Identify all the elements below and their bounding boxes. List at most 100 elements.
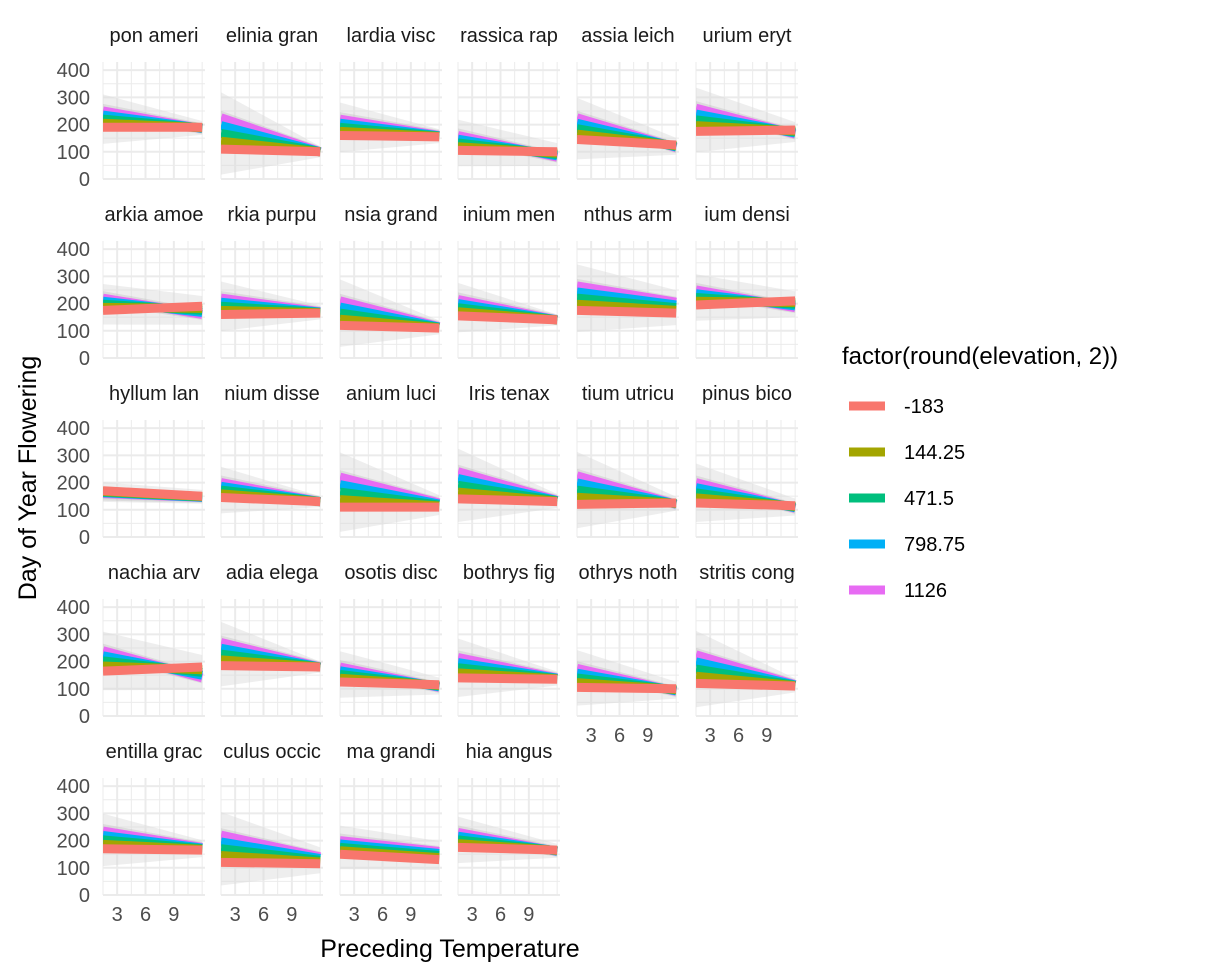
facet-strip-label: osotis disc — [344, 562, 437, 584]
facet-strip-label: hia angus — [466, 741, 553, 763]
panel-series — [103, 813, 203, 867]
facet-panel: urium eryt — [695, 25, 798, 180]
series-line — [103, 486, 203, 501]
facet-strip-label: othrys noth — [579, 562, 678, 584]
facet-panel: adia elega — [220, 562, 323, 717]
panel-series — [221, 92, 322, 175]
y-tick-label: 0 — [79, 169, 90, 191]
facet-panel: assia leich — [576, 25, 679, 180]
facet-panel: inium men — [457, 204, 560, 359]
facet-strip-label: pinus bico — [702, 383, 792, 405]
panel-grid — [695, 62, 798, 180]
panel-series — [696, 630, 797, 708]
x-tick-label: 9 — [523, 904, 534, 926]
facet-strip-label: nsia grand — [344, 204, 437, 226]
panel-series — [458, 816, 559, 864]
series-line — [221, 493, 321, 507]
y-tick-label: 300 — [57, 445, 90, 467]
facet-panel: tium utricu — [576, 383, 679, 538]
facet-strip-label: urium eryt — [703, 25, 792, 47]
panel-series — [458, 448, 559, 523]
series-line — [577, 305, 677, 318]
facet-panel: pinus bico — [695, 383, 798, 538]
series-line — [458, 145, 558, 157]
panel-series — [696, 463, 797, 523]
facet-panel: stritis cong — [695, 562, 798, 717]
facet-strip-label: hyllum lan — [109, 383, 199, 405]
legend-label: -183 — [904, 396, 944, 418]
y-tick-label: 0 — [79, 348, 90, 370]
y-tick-label: 400 — [57, 597, 90, 619]
panel-series — [221, 812, 322, 886]
facet-strip-label: stritis cong — [699, 562, 795, 584]
series-line — [340, 677, 440, 690]
y-tick-label: 200 — [57, 652, 90, 674]
x-tick-label: 9 — [761, 725, 772, 747]
x-tick-label: 9 — [286, 904, 297, 926]
panel-grid — [220, 241, 323, 359]
facet-panel: Iris tenax — [457, 383, 560, 538]
facet-strip-label: lardia visc — [347, 25, 436, 47]
y-tick-label: 100 — [57, 679, 90, 701]
facet-panel: bothrys fig — [457, 562, 560, 717]
panel-series — [458, 638, 559, 697]
y-tick-label: 400 — [57, 418, 90, 440]
y-tick-label: 300 — [57, 266, 90, 288]
series-line — [340, 849, 440, 865]
y-tick-label: 200 — [57, 831, 90, 853]
legend-label: 471.5 — [904, 488, 954, 510]
y-tick-label: 100 — [57, 321, 90, 343]
y-tick-label: 100 — [57, 858, 90, 880]
x-tick-label: 3 — [112, 904, 123, 926]
facet-panel: culus occic — [220, 741, 323, 896]
facet-strip-label: bothrys fig — [463, 562, 555, 584]
facet-strip-label: tium utricu — [582, 383, 674, 405]
panel-series — [103, 283, 203, 325]
panel-series — [577, 264, 677, 332]
x-tick-label: 6 — [377, 904, 388, 926]
series-line — [221, 857, 321, 869]
panel-series — [577, 650, 678, 706]
panel-series — [458, 119, 559, 167]
facet-strip-label: inium men — [463, 204, 555, 226]
panel-series — [221, 621, 322, 687]
panel-series — [340, 452, 441, 532]
y-tick-label: 200 — [57, 115, 90, 137]
facet-strip-label: Iris tenax — [468, 383, 549, 405]
facet-strip-label: nachia arv — [108, 562, 200, 584]
facet-panel: nium disse — [220, 383, 323, 538]
legend-entry: 1126 — [849, 580, 947, 602]
series-line — [458, 494, 558, 507]
facet-panel: hyllum lan — [102, 383, 205, 538]
x-tick-label: 6 — [258, 904, 269, 926]
series-line — [577, 135, 677, 150]
panel-grid — [339, 778, 442, 896]
facet-panel: othrys noth — [576, 562, 679, 717]
facet-strip-label: nthus arm — [584, 204, 673, 226]
facet-strip-label: anium luci — [346, 383, 436, 405]
series-line — [696, 125, 796, 136]
y-tick-label: 200 — [57, 294, 90, 316]
legend-entry: 798.75 — [849, 534, 965, 556]
y-tick-label: 100 — [57, 142, 90, 164]
legend: factor(round(elevation, 2)) -183 144.25 47… — [842, 343, 1118, 602]
series-line — [103, 301, 203, 315]
panel-series — [696, 274, 796, 321]
panel-series — [340, 279, 441, 347]
y-tick-label: 400 — [57, 60, 90, 82]
series-line — [221, 661, 321, 672]
panel-series — [696, 87, 797, 153]
legend-label: 144.25 — [904, 442, 965, 464]
y-tick-label: 0 — [79, 527, 90, 549]
panel-grid — [220, 420, 323, 538]
legend-title: factor(round(elevation, 2)) — [842, 343, 1118, 370]
panel-series — [577, 97, 678, 160]
series-line — [221, 144, 321, 157]
facet-panel: nachia arv — [102, 562, 205, 717]
panel-series — [221, 281, 321, 332]
y-tick-label: 0 — [79, 706, 90, 728]
y-tick-label: 400 — [57, 776, 90, 798]
facet-panel: pon ameri — [102, 25, 205, 180]
x-tick-label: 3 — [349, 904, 360, 926]
